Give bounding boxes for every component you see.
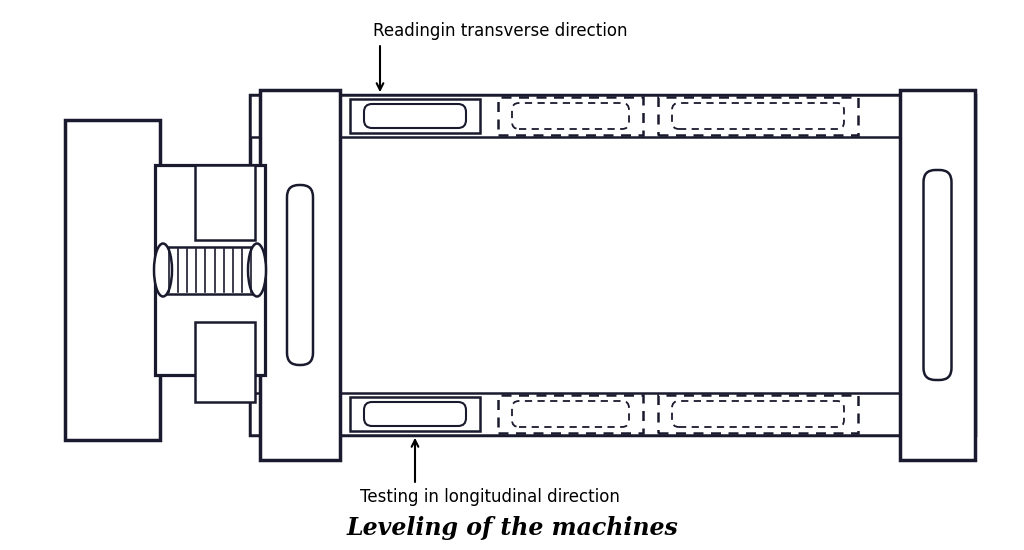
Ellipse shape: [154, 244, 172, 296]
Bar: [350, 99, 480, 133]
FancyBboxPatch shape: [287, 185, 313, 365]
Bar: [250, 95, 975, 137]
FancyBboxPatch shape: [924, 170, 951, 380]
Bar: [900, 90, 975, 460]
Bar: [260, 90, 340, 460]
Bar: [350, 397, 480, 431]
Bar: [658, 97, 858, 135]
Bar: [65, 120, 160, 440]
FancyBboxPatch shape: [364, 104, 466, 128]
Bar: [195, 165, 255, 240]
Text: Testing in longitudinal direction: Testing in longitudinal direction: [360, 440, 620, 506]
Bar: [498, 395, 643, 433]
FancyBboxPatch shape: [512, 401, 629, 427]
Bar: [163, 246, 257, 294]
Bar: [250, 95, 975, 435]
Bar: [658, 395, 858, 433]
FancyBboxPatch shape: [672, 103, 844, 129]
Text: Readingin transverse direction: Readingin transverse direction: [373, 22, 628, 90]
FancyBboxPatch shape: [672, 401, 844, 427]
Bar: [155, 165, 265, 375]
Bar: [250, 393, 975, 435]
Bar: [195, 322, 255, 402]
Text: Leveling of the machines: Leveling of the machines: [346, 516, 678, 540]
Bar: [498, 97, 643, 135]
FancyBboxPatch shape: [364, 402, 466, 426]
Ellipse shape: [248, 244, 266, 296]
FancyBboxPatch shape: [512, 103, 629, 129]
